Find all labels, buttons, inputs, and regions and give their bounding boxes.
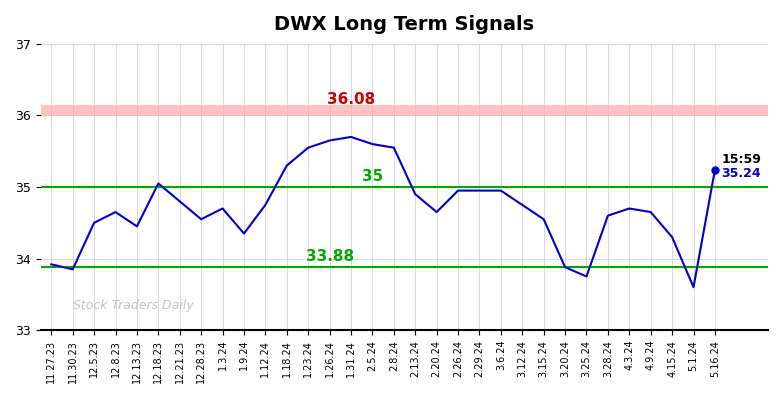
Text: 35.24: 35.24 [721, 167, 761, 180]
Title: DWX Long Term Signals: DWX Long Term Signals [274, 15, 535, 34]
Text: Stock Traders Daily: Stock Traders Daily [73, 298, 194, 312]
Text: 35: 35 [361, 169, 383, 184]
Text: 15:59: 15:59 [721, 152, 761, 166]
Text: 36.08: 36.08 [327, 92, 375, 107]
Text: 33.88: 33.88 [306, 250, 354, 264]
